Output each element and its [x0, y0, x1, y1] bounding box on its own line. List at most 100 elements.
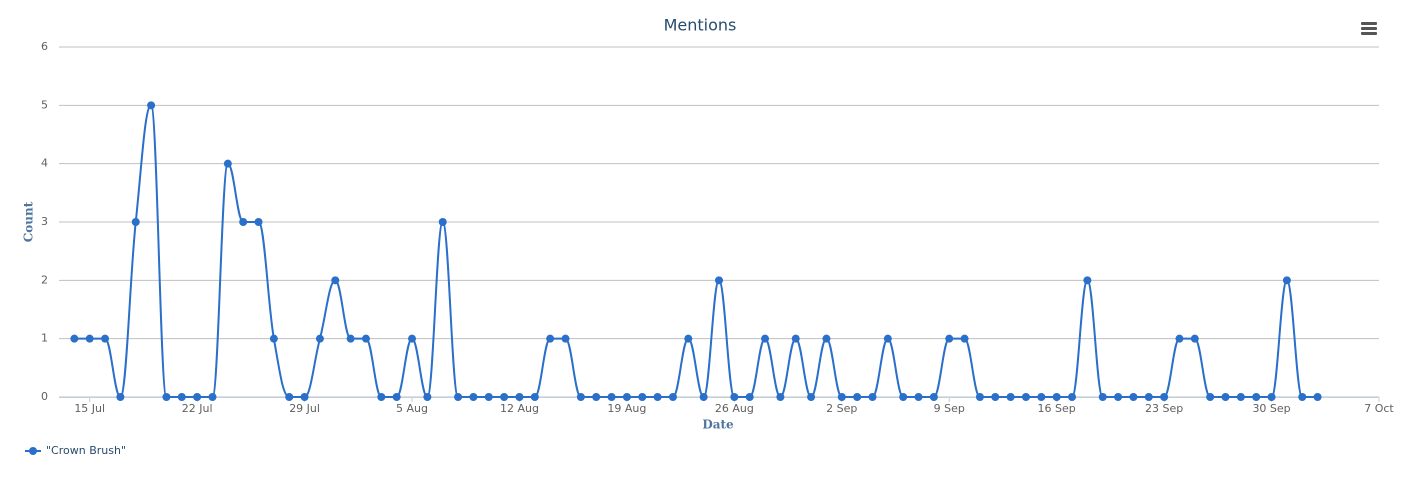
data-point: [945, 334, 954, 343]
x-tick-label: 12 Aug: [500, 402, 539, 415]
data-point: [408, 334, 417, 343]
data-point: [576, 393, 585, 401]
x-tick-label: 15 Jul: [74, 402, 105, 415]
data-point: [254, 218, 263, 226]
data-point: [1282, 276, 1291, 285]
data-point: [622, 393, 631, 401]
data-point: [546, 334, 555, 343]
data-point: [807, 393, 816, 401]
data-point: [315, 334, 324, 343]
x-tick-label: 23 Sep: [1145, 402, 1183, 415]
data-point: [791, 334, 800, 343]
data-point: [193, 393, 202, 401]
data-point: [116, 393, 125, 401]
data-point: [1175, 334, 1184, 343]
y-tick-label: 2: [41, 273, 48, 286]
data-point: [991, 393, 1000, 401]
menu-bar: [1361, 22, 1377, 25]
data-point: [392, 393, 401, 401]
data-point: [500, 393, 509, 401]
data-point: [177, 393, 186, 401]
data-point: [85, 334, 94, 343]
data-point: [975, 393, 984, 401]
y-tick-label: 1: [41, 332, 48, 345]
data-point: [285, 393, 294, 401]
data-point: [699, 393, 708, 401]
y-tick-label: 4: [41, 157, 48, 170]
data-point: [929, 393, 938, 401]
data-point: [239, 218, 248, 226]
data-point: [607, 393, 616, 401]
data-point: [561, 334, 570, 343]
menu-bar: [1361, 27, 1377, 30]
data-point: [70, 334, 79, 343]
data-point: [223, 159, 232, 168]
data-point: [868, 393, 877, 401]
data-point: [715, 276, 723, 285]
y-tick-label: 6: [41, 40, 48, 53]
y-tick-label: 3: [41, 215, 48, 228]
data-point: [1190, 334, 1199, 343]
data-point: [1052, 393, 1061, 401]
data-point: [1313, 393, 1322, 401]
y-tick-label: 0: [41, 390, 48, 403]
legend-marker: [29, 447, 37, 455]
data-point: [377, 393, 386, 401]
y-axis-title: Count: [22, 201, 36, 242]
data-point: [1160, 393, 1169, 401]
x-tick-label: 9 Sep: [934, 402, 965, 415]
data-point: [653, 393, 662, 401]
data-point: [914, 393, 923, 401]
data-point: [438, 218, 447, 226]
data-point: [592, 393, 601, 401]
x-axis-title: Date: [702, 418, 734, 432]
menu-button[interactable]: [1358, 18, 1380, 38]
data-point: [1252, 393, 1261, 401]
x-tick-label: 29 Jul: [289, 402, 320, 415]
x-tick-label: 30 Sep: [1252, 402, 1290, 415]
data-point: [883, 334, 892, 343]
data-point: [1206, 393, 1215, 401]
x-tick-label: 2 Sep: [826, 402, 857, 415]
data-point: [1006, 393, 1015, 401]
data-point: [776, 393, 785, 401]
data-point: [1098, 393, 1107, 401]
x-tick-label: 26 Aug: [715, 402, 754, 415]
legend-item[interactable]: "Crown Brush": [25, 444, 126, 457]
data-point: [469, 393, 478, 401]
data-point: [1267, 393, 1276, 401]
x-tick-label: 19 Aug: [607, 402, 646, 415]
y-tick-label: 5: [41, 98, 48, 111]
data-point: [684, 334, 693, 343]
data-point: [837, 393, 846, 401]
data-point: [761, 334, 770, 343]
data-point: [300, 393, 309, 401]
data-point: [1037, 393, 1046, 401]
legend-label: "Crown Brush": [46, 444, 126, 457]
series-line: [74, 104, 1318, 399]
data-point: [131, 218, 140, 226]
x-tick-label: 7 Oct: [1364, 402, 1394, 415]
data-point: [1221, 393, 1230, 401]
data-point: [331, 276, 340, 285]
data-point: [1236, 393, 1245, 401]
chart-title: Mentions: [664, 16, 737, 35]
data-point: [1144, 393, 1153, 401]
data-point: [454, 393, 463, 401]
data-point: [1129, 393, 1138, 401]
data-point: [208, 393, 217, 401]
data-point: [101, 334, 110, 343]
data-point: [269, 334, 278, 343]
data-point: [899, 393, 908, 401]
data-point: [668, 393, 677, 401]
data-point: [853, 393, 862, 401]
data-point: [423, 393, 432, 401]
data-point: [515, 393, 524, 401]
data-point: [730, 393, 739, 401]
data-point: [822, 334, 831, 343]
data-point: [1068, 393, 1077, 401]
data-point: [1021, 393, 1030, 401]
data-point: [638, 393, 647, 401]
data-point: [960, 334, 969, 343]
